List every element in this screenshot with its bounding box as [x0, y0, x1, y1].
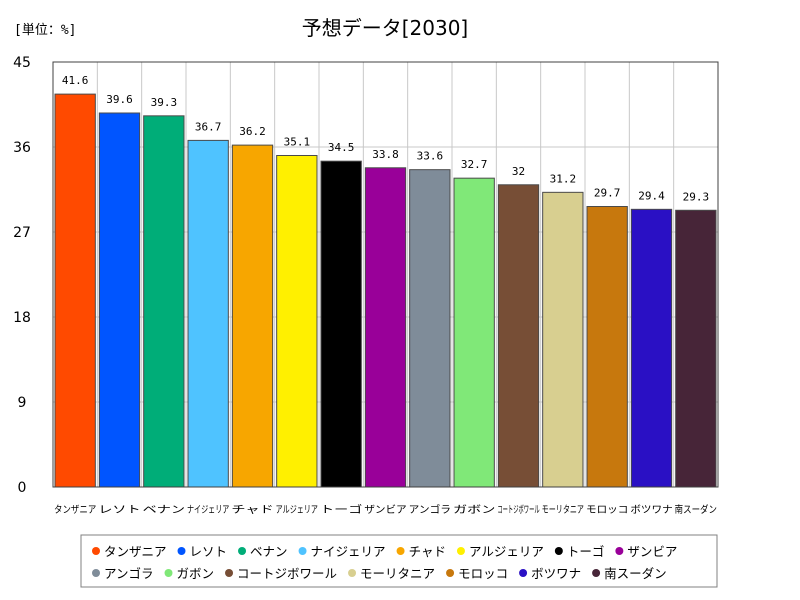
- data-label: 33.8: [372, 148, 399, 161]
- legend-label: アルジェリア: [469, 544, 544, 559]
- bar: [675, 209, 717, 488]
- bar: [453, 177, 495, 488]
- bar: [187, 139, 229, 488]
- x-tick-label: ザンビア: [364, 504, 406, 516]
- x-tick-label: 南スーダン: [675, 503, 717, 516]
- plot-frame: [52, 61, 719, 488]
- legend-label: モロッコ: [458, 566, 508, 581]
- legend-box: [80, 534, 718, 588]
- legend-marker: [615, 547, 624, 555]
- legend-marker: [456, 547, 465, 555]
- data-label: 36.2: [239, 125, 266, 138]
- bar: [276, 155, 318, 488]
- bar: [143, 115, 185, 488]
- legend-label: ガボン: [177, 566, 215, 581]
- data-label: 29.3: [683, 190, 710, 203]
- x-tick-label: ボツワナ: [630, 504, 672, 516]
- bar: [364, 167, 407, 488]
- bar: [98, 112, 141, 488]
- legend-marker: [92, 547, 100, 555]
- legend-marker: [446, 569, 455, 577]
- unit-label: [単位：%]: [14, 22, 76, 38]
- y-tick-label: 9: [18, 395, 27, 411]
- data-labels: 41.6 39.6 39.3 36.7 36.2 35.1 34.5 33.8 33.6 32.7…: [62, 74, 709, 203]
- legend-marker: [519, 569, 528, 577]
- legend-marker: [298, 547, 307, 555]
- x-tick-label: レソト: [98, 505, 140, 516]
- bar: [54, 93, 96, 488]
- legend-label: ザンビア: [627, 544, 677, 559]
- legend-marker: [164, 569, 173, 577]
- x-tick-label: ナイジェリア: [187, 504, 229, 516]
- legend-label: コートジボワール: [237, 566, 337, 581]
- y-tick-label: 36: [13, 140, 31, 156]
- data-label: 32: [512, 165, 525, 178]
- x-tick-label: タンザニア: [54, 504, 96, 516]
- data-label: 32.7: [461, 158, 488, 171]
- x-tick-label: モーリタニア: [542, 504, 584, 516]
- legend-marker: [225, 569, 234, 577]
- legend-marker: [238, 547, 247, 555]
- y-tick-label: 45: [13, 55, 31, 71]
- x-tick-label: アンゴラ: [409, 503, 451, 516]
- legend-marker: [592, 569, 601, 577]
- bar: [320, 160, 362, 488]
- data-label: 33.6: [417, 150, 444, 163]
- x-tick-label: モロッコ: [586, 505, 628, 516]
- legend-label: モーリタニア: [360, 566, 435, 581]
- bar: [630, 208, 673, 488]
- legend-marker: [92, 569, 100, 577]
- legend-label: アンゴラ: [104, 566, 154, 581]
- legend-marker: [177, 547, 186, 555]
- y-tick-label: 18: [13, 310, 31, 326]
- legend-marker: [396, 547, 405, 555]
- y-tick-label: 0: [18, 480, 27, 496]
- data-label: 31.2: [550, 172, 577, 185]
- legend-label: タンザニア: [104, 544, 167, 559]
- data-label: 39.6: [106, 93, 133, 106]
- legend-marker: [348, 569, 357, 577]
- bar: [409, 169, 451, 488]
- y-axis-ticks: 0 9 18 27 36 45: [13, 55, 31, 496]
- bar: [497, 184, 540, 488]
- legend-marker: [554, 547, 563, 555]
- data-label: 34.5: [328, 141, 355, 154]
- legend-label: ボツワナ: [531, 566, 581, 581]
- bars: [54, 93, 717, 488]
- x-tick-label: コートジボワール: [497, 504, 539, 516]
- data-label: 35.1: [284, 136, 311, 149]
- data-label: 29.7: [594, 187, 621, 200]
- legend-label: 南スーダン: [604, 566, 667, 581]
- chart-title: 予想データ[2030]: [302, 16, 469, 40]
- data-label: 36.7: [195, 120, 222, 133]
- legend-label: レソト: [190, 544, 228, 559]
- legend-label: ナイジェリア: [311, 544, 386, 559]
- data-label: 41.6: [62, 74, 89, 87]
- bar: [231, 144, 274, 488]
- x-tick-label: チャド: [231, 504, 273, 516]
- x-tick-label: ガボン: [453, 504, 495, 516]
- bar: [586, 206, 628, 488]
- legend-label: トーゴ: [567, 544, 605, 559]
- data-label: 39.3: [151, 96, 178, 109]
- data-label: 29.4: [638, 189, 665, 202]
- legend-label: ベナン: [250, 544, 288, 559]
- x-tick-label: トーゴ: [320, 503, 362, 516]
- x-tick-label: ベナン: [143, 504, 185, 516]
- legend-label: チャド: [409, 544, 446, 559]
- bar: [542, 191, 584, 488]
- y-tick-label: 27: [13, 225, 31, 241]
- x-tick-label: アルジェリア: [276, 505, 318, 516]
